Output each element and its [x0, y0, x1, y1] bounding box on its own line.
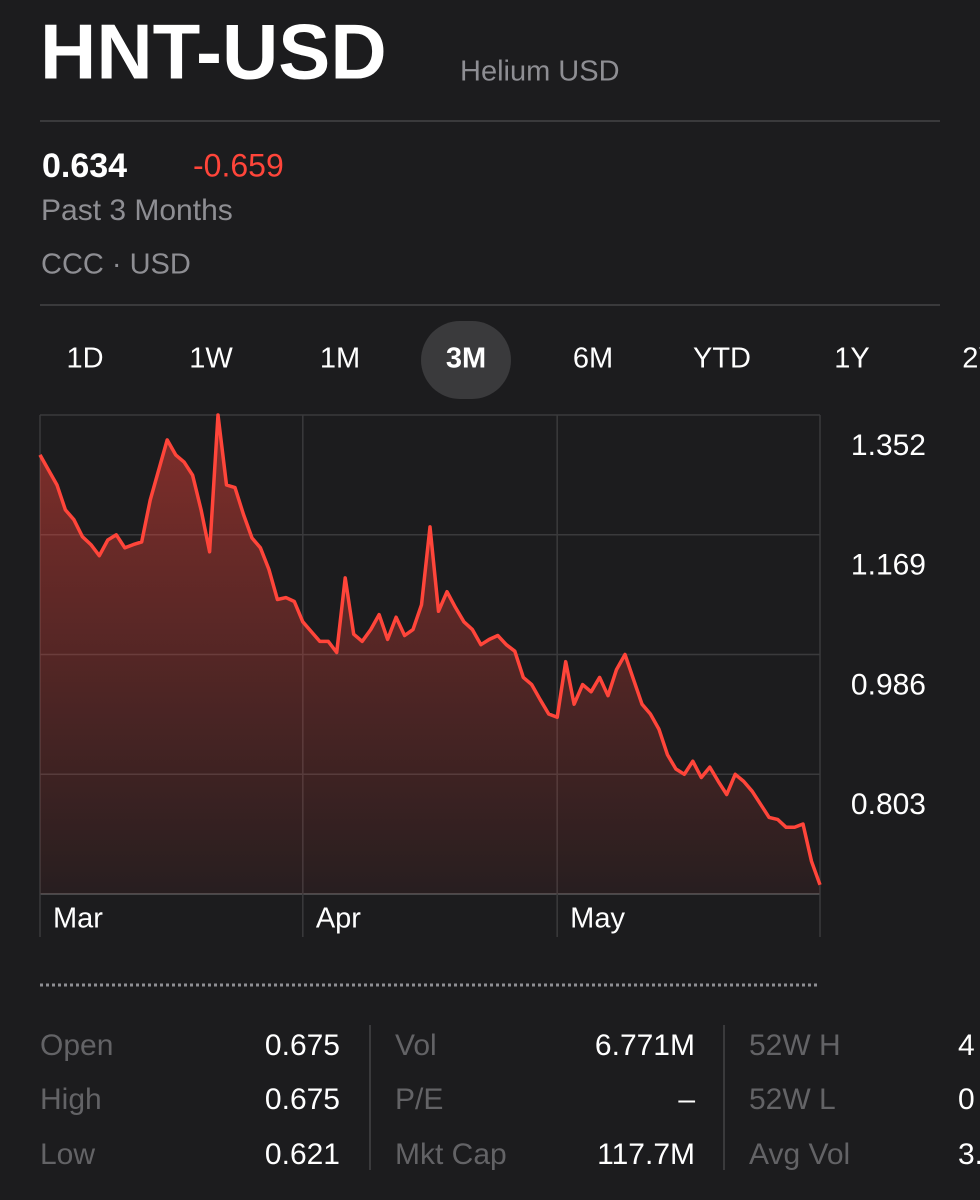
stat-label: High	[40, 1083, 102, 1116]
x-tick-label: Apr	[316, 903, 361, 935]
range-tab[interactable]: 6M	[573, 343, 613, 375]
range-tabs: 1D 1W 1M 3M 6M YTD 1Y 2Y	[66, 321, 980, 399]
price-line	[38, 413, 822, 886]
y-tick-label: 1.352	[851, 429, 926, 462]
price-area	[40, 415, 820, 894]
stat-value: 0.675	[265, 1029, 340, 1062]
stat-label: Open	[40, 1029, 113, 1062]
company-name: Helium USD	[460, 56, 620, 88]
period: Past 3 Months	[41, 194, 233, 227]
stat-label: Vol	[395, 1029, 437, 1062]
stat-label: P/E	[395, 1083, 443, 1116]
price-change: -0.659	[193, 147, 284, 183]
range-tab[interactable]: 2Y	[962, 343, 980, 375]
range-tab[interactable]: 1W	[189, 343, 233, 375]
exchange: CCC · USD	[41, 249, 191, 281]
y-tick-label: 0.986	[851, 668, 926, 701]
x-tick-label: Mar	[53, 903, 103, 935]
stat-label: 52W H	[749, 1029, 841, 1062]
stat-value: 117.7M	[597, 1138, 695, 1171]
range-tab[interactable]: YTD	[693, 343, 751, 375]
stat-value: 0.621	[265, 1138, 340, 1171]
range-tab[interactable]: 1M	[320, 343, 360, 375]
stats-table: Open 0.675 High 0.675 Low 0.621 Vol 6.771M P/E – M…	[40, 1029, 980, 1171]
stat-value: 3.0	[958, 1138, 980, 1171]
y-tick-label: 1.169	[851, 549, 926, 582]
stat-label: Avg Vol	[749, 1138, 850, 1171]
stat-value: 0.675	[265, 1083, 340, 1116]
stat-value: 6.771M	[595, 1029, 695, 1062]
stat-value: 0	[958, 1083, 975, 1116]
x-tick-label: May	[570, 903, 625, 935]
stat-label: Mkt Cap	[395, 1138, 507, 1171]
selected-tab-pill	[421, 321, 511, 399]
symbol: HNT-USD	[40, 8, 387, 96]
stat-label: Low	[40, 1138, 95, 1171]
stat-label: 52W L	[749, 1083, 836, 1116]
stat-value: 4	[958, 1029, 975, 1062]
stat-value: –	[678, 1083, 695, 1116]
range-tab[interactable]: 3M	[446, 343, 486, 375]
price: 0.634	[42, 147, 127, 185]
range-tab[interactable]: 1Y	[834, 343, 869, 375]
range-tab[interactable]: 1D	[66, 343, 103, 375]
y-tick-label: 0.803	[851, 788, 926, 821]
price-chart: 1.352 1.169 0.986 0.803 Mar Apr May	[38, 413, 926, 987]
